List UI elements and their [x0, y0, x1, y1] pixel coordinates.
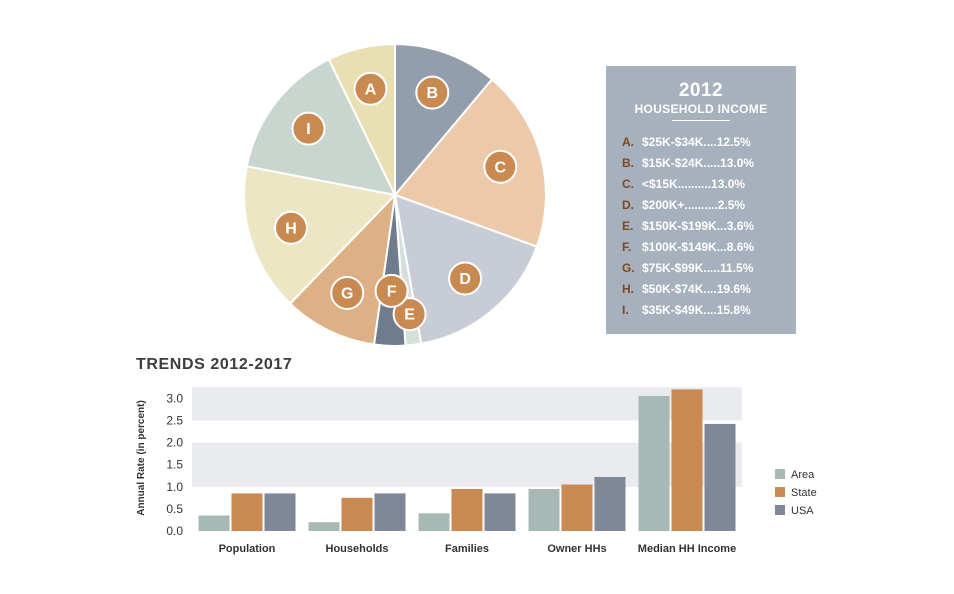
pie-marker-label: D	[459, 271, 471, 288]
y-tick-label: 1.0	[166, 480, 183, 494]
legend-text: $75K-$99K.....11.5%	[642, 261, 754, 275]
legend-key: F.	[622, 240, 632, 254]
pie-marker-label: F	[387, 283, 397, 300]
legend-key: C.	[622, 177, 634, 191]
y-tick-label: 3.0	[166, 391, 183, 405]
legend-entry: H. $50K-$74K....19.6%	[622, 279, 792, 300]
legend-subtitle: HOUSEHOLD INCOME	[634, 102, 768, 116]
legend-key: D.	[622, 198, 634, 212]
bar-legend: Area State USA	[775, 466, 817, 520]
bar-state	[341, 497, 373, 531]
legend-swatch	[775, 487, 785, 497]
pie-marker-label: C	[495, 159, 507, 176]
legend-swatch	[775, 505, 785, 515]
x-category-label: Population	[219, 543, 276, 555]
pie-marker-a	[353, 71, 388, 106]
y-tick-label: 0.0	[166, 524, 183, 538]
bar-state	[561, 484, 593, 531]
pie-marker-label: B	[427, 85, 439, 102]
pie-marker-label: G	[341, 286, 353, 303]
legend-key: A.	[622, 135, 634, 149]
bar-state	[231, 493, 263, 531]
trends-bar-chart: 0.0 0.5 1.0 1.5 2.0 2.5 3.0 Population Househol…	[136, 387, 742, 555]
legend-entry: I. $35K-$49K....15.8%	[622, 300, 792, 321]
pie-marker-g	[330, 276, 365, 310]
pie-marker-b	[415, 75, 450, 110]
y-tick-label: 2.5	[166, 413, 183, 427]
legend-text: $35K-$49K....15.8%	[642, 303, 751, 317]
pie-marker-label: I	[306, 121, 310, 138]
x-category-label: Owner HHs	[547, 543, 606, 555]
bar-legend-item-area: Area	[775, 466, 817, 484]
legend-key: B.	[622, 156, 634, 170]
legend-text: $50K-$74K....19.6%	[642, 282, 751, 296]
legend-key: H.	[622, 282, 634, 296]
pie-marker-label: E	[404, 307, 415, 324]
bar-legend-label: State	[791, 487, 817, 499]
legend-divider	[672, 120, 730, 121]
legend-list: A. $25K-$34K....12.5% B. $15K-$24K.....13.…	[622, 132, 792, 321]
bar-usa	[264, 493, 296, 531]
bar-legend-item-state: State	[775, 484, 817, 502]
legend-key: G.	[622, 261, 635, 275]
legend-key: I.	[622, 303, 629, 317]
legend-swatch	[775, 469, 785, 479]
pie-marker-h	[274, 210, 308, 245]
bar-usa	[594, 477, 626, 531]
bar-usa	[484, 493, 516, 531]
bar-usa	[704, 423, 736, 531]
y-tick-label: 1.5	[166, 458, 183, 472]
pie-marker-label: A	[365, 81, 377, 98]
bar-area	[198, 515, 230, 531]
pie-marker-i	[291, 111, 326, 146]
legend-entry: E. $150K-$199K...3.6%	[622, 216, 792, 237]
legend-text: $150K-$199K...3.6%	[642, 219, 755, 233]
bar-area	[308, 522, 340, 531]
bar-area	[528, 489, 560, 531]
legend-entry: C. <$15K..........13.0%	[622, 174, 792, 195]
bar-area	[418, 513, 450, 531]
bar-area	[638, 396, 670, 531]
legend-key: E.	[622, 219, 634, 233]
trends-title: TRENDS 2012-2017	[136, 356, 293, 373]
legend-text: <$15K..........13.0%	[642, 177, 746, 191]
pie-marker-label: H	[285, 220, 297, 237]
pie-outline	[243, 43, 547, 347]
bar-legend-item-usa: USA	[775, 502, 817, 520]
legend-entry: D. $200K+..........2.5%	[622, 195, 792, 216]
legend-year: 2012	[678, 80, 724, 101]
bar-legend-label: USA	[791, 505, 814, 517]
x-category-label: Median HH Income	[638, 543, 736, 555]
legend-entry: G. $75K-$99K.....11.5%	[622, 258, 792, 279]
bar-legend-label: Area	[791, 469, 815, 481]
legend-text: $25K-$34K....12.5%	[642, 135, 751, 149]
pie-marker-e	[392, 297, 427, 332]
pie-marker-d	[448, 261, 483, 296]
bar-state	[671, 389, 703, 531]
legend-text: $200K+..........2.5%	[642, 198, 746, 212]
income-pie-chart: B C D EF G H I A	[243, 42, 547, 347]
pie-marker-c	[483, 149, 518, 184]
bar-usa	[374, 493, 406, 531]
y-axis-label: Annual Rate (in percent)	[136, 400, 147, 516]
y-tick-label: 0.5	[166, 502, 183, 516]
bar-state	[451, 489, 483, 531]
x-category-label: Families	[445, 543, 489, 555]
legend-entry: A. $25K-$34K....12.5%	[622, 132, 792, 153]
pie-marker-f	[374, 273, 409, 308]
legend-entry: F. $100K-$149K...8.6%	[622, 237, 792, 258]
y-tick-label: 2.0	[166, 436, 183, 450]
legend-entry: B. $15K-$24K.....13.0%	[622, 153, 792, 174]
x-category-label: Households	[326, 543, 389, 555]
income-legend-box: 2012 HOUSEHOLD INCOME A. $25K-$34K....12.…	[606, 66, 796, 334]
legend-text: $15K-$24K.....13.0%	[642, 156, 755, 170]
legend-text: $100K-$149K...8.6%	[642, 240, 755, 254]
